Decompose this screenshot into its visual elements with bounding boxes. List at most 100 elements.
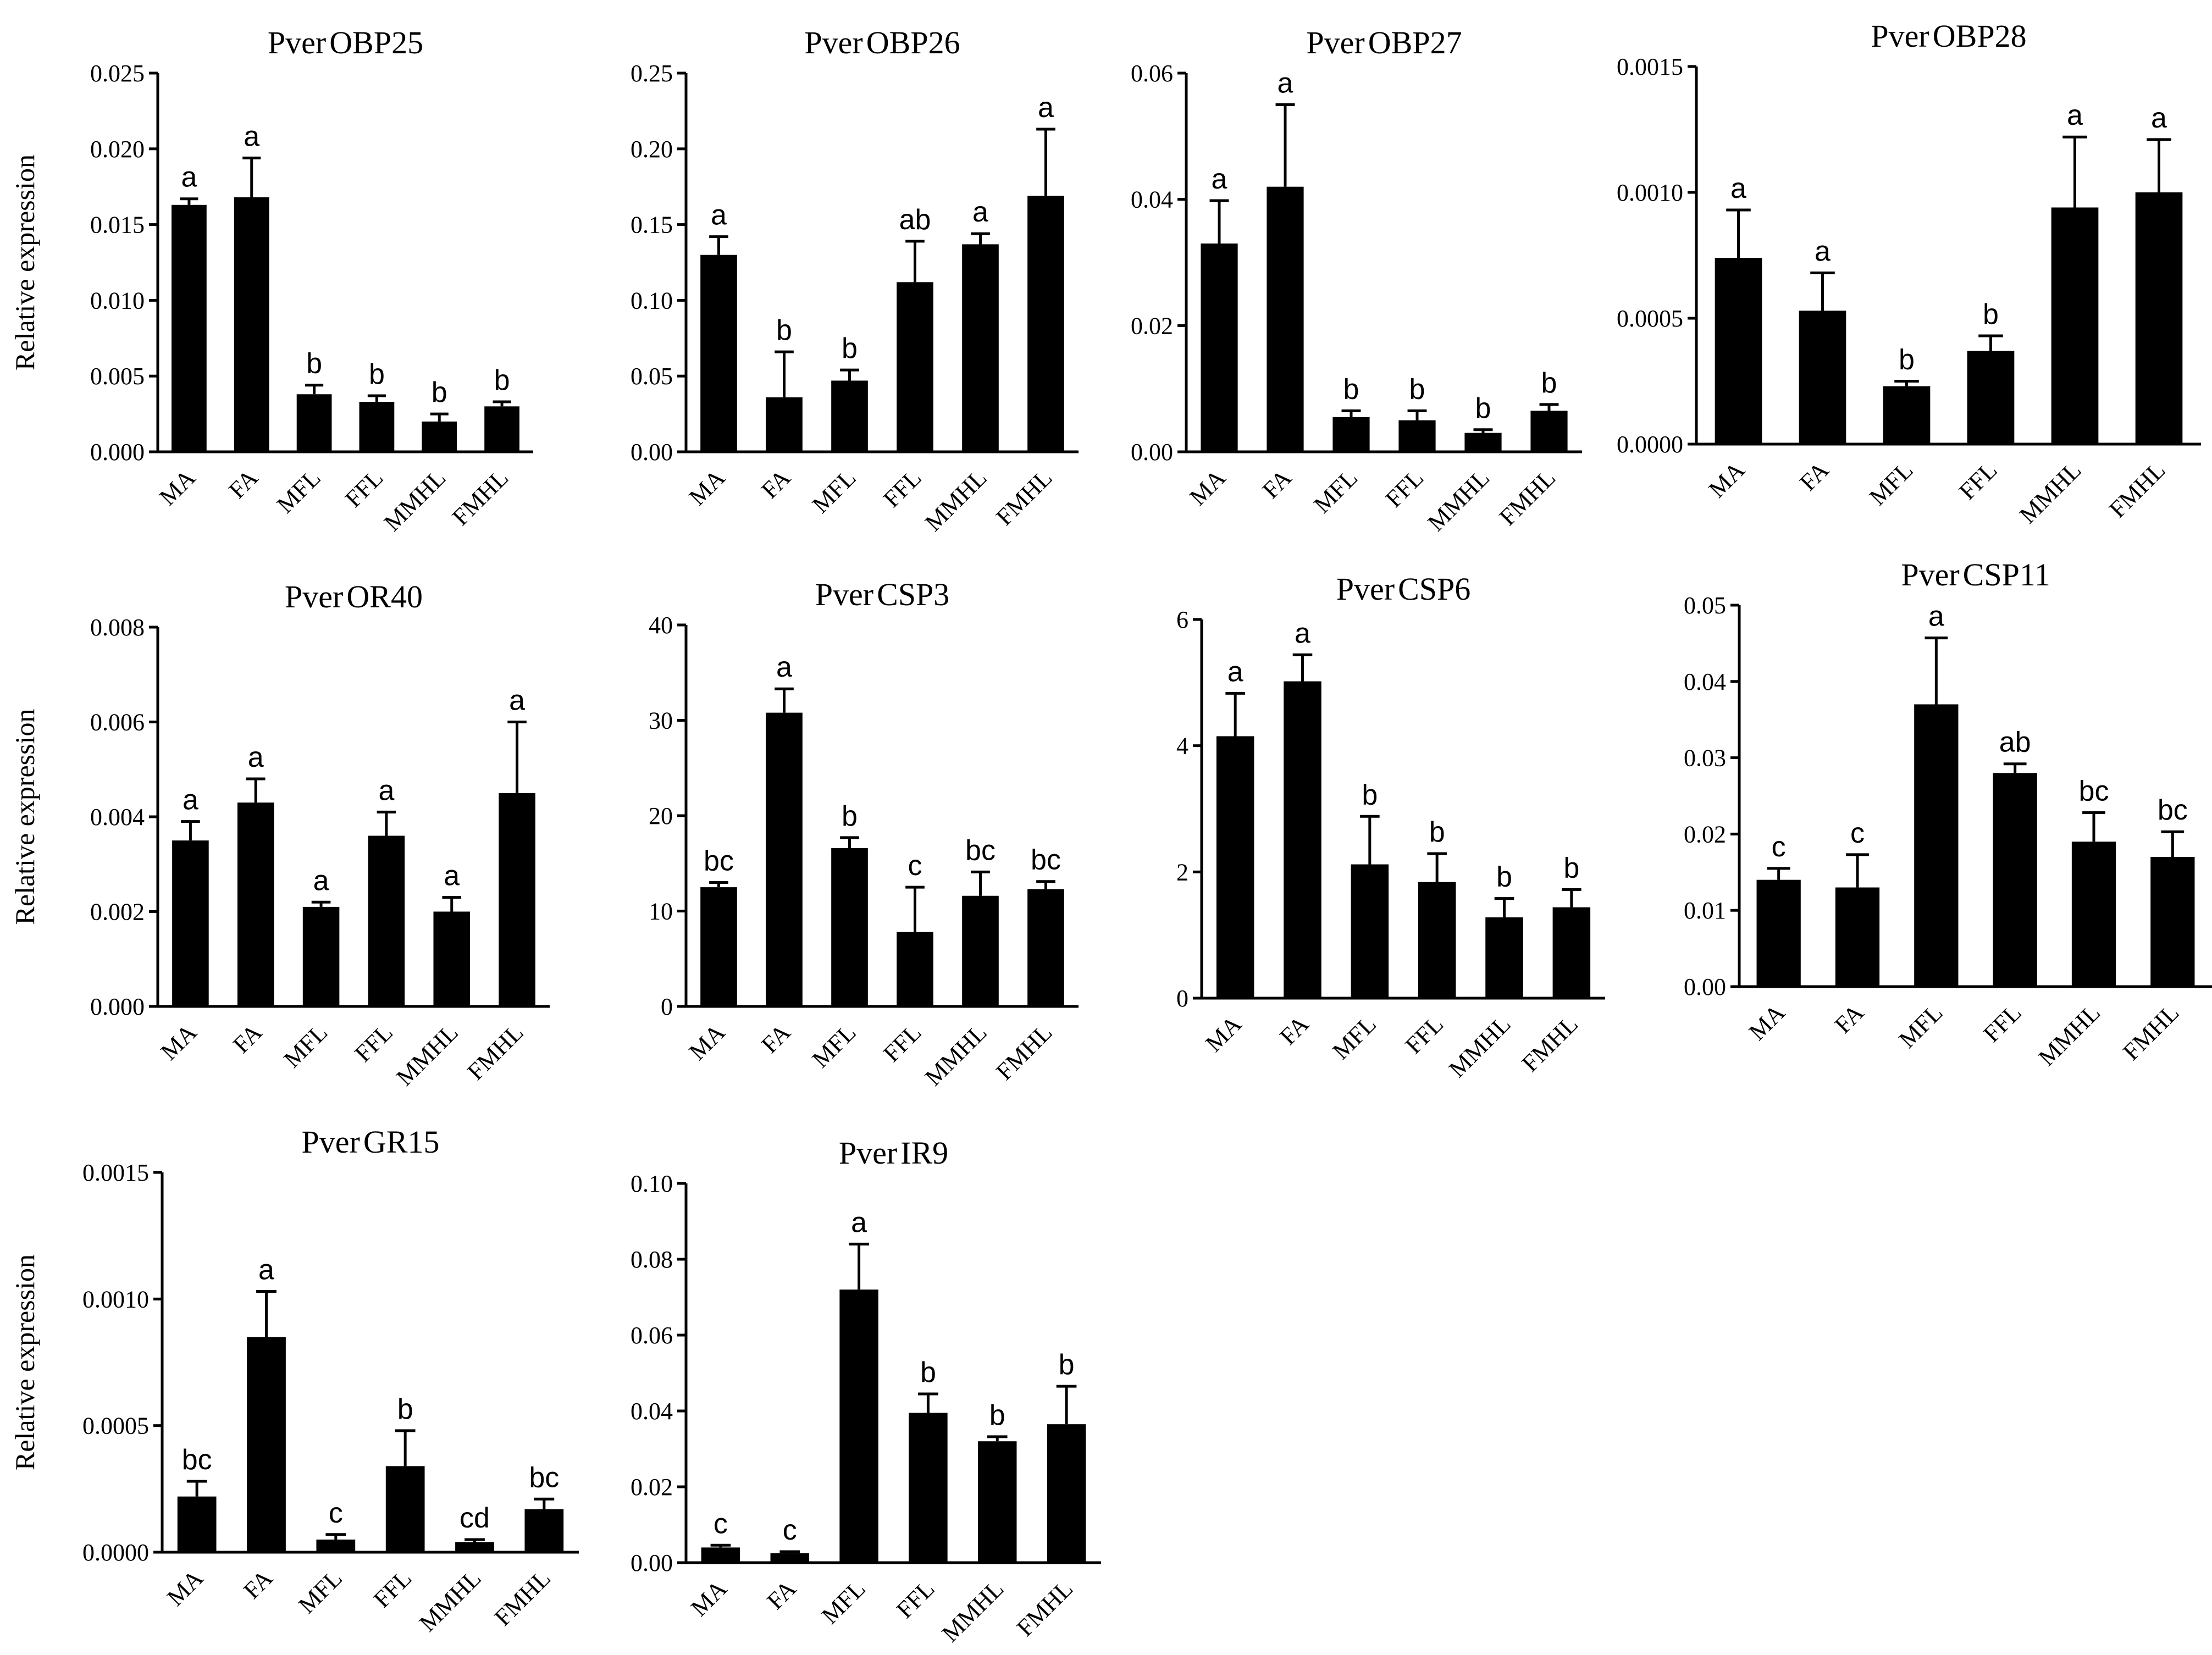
y-tick-label: 0.04 [1684, 668, 1726, 695]
significance-letter: b [1409, 373, 1425, 405]
chart-title: Pver CSP6 [1336, 571, 1471, 607]
bar-mmhl [455, 1542, 494, 1552]
x-category-label: MMHL [920, 1019, 992, 1091]
x-category-label: FMHL [1494, 464, 1561, 530]
chart-title-prefix: Pver [804, 25, 862, 60]
y-tick-label: 6 [1176, 606, 1188, 633]
chart-title-prefix: Pver [285, 579, 343, 615]
x-category-label: FFL [368, 1564, 417, 1613]
y-tick-label: 0.010 [90, 287, 145, 314]
bar-mmhl [1485, 917, 1523, 998]
y-tick-label: 0.06 [631, 1322, 673, 1349]
chart-panel-ir9: Pver IR9 0.00 0.02 0.04 0.06 0.08 0.10 c MA c FA a MF… [631, 1135, 1101, 1647]
x-category-label: FFL [1978, 999, 2026, 1047]
significance-letter: a [1212, 163, 1227, 195]
chart-title: Pver GR15 [302, 1124, 440, 1160]
chart-title-gene: OBP28 [1933, 18, 2027, 54]
y-tick-label: 0.0005 [82, 1413, 149, 1440]
significance-letter: a [258, 1254, 274, 1286]
y-tick-label: 0.020 [90, 136, 145, 163]
x-category-label: FFL [891, 1575, 939, 1623]
significance-letter: a [313, 865, 329, 896]
chart-title-gene: CSP11 [1963, 557, 2050, 593]
bar-mfl [831, 380, 868, 452]
bar-mmhl [962, 895, 999, 1006]
y-tick-label: 0.002 [90, 899, 145, 926]
bar-mmhl [962, 244, 999, 452]
x-category-label: MFL [272, 464, 326, 518]
chart-title: Pver OBP28 [1871, 18, 2026, 54]
bar-mfl [296, 394, 332, 452]
x-category-label: MMHL [391, 1019, 463, 1091]
bar-mfl [302, 906, 340, 1006]
y-axis-label: Relative expression [9, 709, 40, 925]
x-category-label: MMHL [937, 1575, 1009, 1647]
bar-ffl [909, 1413, 948, 1563]
x-category-label: MFL [807, 464, 861, 518]
significance-letter: b [1059, 1349, 1075, 1381]
significance-letter: bc [704, 845, 734, 877]
chart-title-gene: OBP25 [329, 25, 423, 60]
significance-letter: a [181, 162, 197, 193]
significance-letter: b [989, 1399, 1005, 1431]
significance-letter: b [369, 358, 385, 390]
y-tick-label: 0.02 [1131, 312, 1173, 339]
chart-title-prefix: Pver [268, 25, 326, 60]
bar-fa [1267, 186, 1304, 452]
y-tick-label: 0.0015 [82, 1159, 149, 1186]
x-category-label: FMHL [2117, 999, 2184, 1065]
significance-letter: b [920, 1357, 936, 1388]
bar-mfl [831, 848, 868, 1006]
y-tick-label: 2 [1176, 859, 1188, 885]
y-tick-label: 0.04 [1131, 186, 1173, 213]
bar-fa [234, 197, 269, 452]
x-category-label: FFL [1954, 456, 2002, 505]
bar-mmhl [2071, 842, 2116, 987]
bar-mfl [1914, 704, 1959, 987]
significance-letter: c [714, 1508, 728, 1540]
x-category-label: MFL [1894, 999, 1948, 1053]
x-category-label: MA [685, 1575, 732, 1621]
x-category-label: MMHL [414, 1564, 486, 1636]
x-category-label: MFL [1327, 1010, 1381, 1065]
bar-ma [1756, 879, 1801, 987]
significance-letter: a [1295, 617, 1310, 649]
bar-ma [177, 1496, 217, 1552]
y-tick-label: 0.02 [631, 1474, 673, 1501]
chart-title-gene: OBP27 [1368, 25, 1462, 60]
significance-letter: c [1772, 831, 1786, 863]
significance-letter: b [397, 1393, 413, 1425]
bar-mfl [1332, 417, 1370, 452]
y-tick-label: 0.000 [90, 993, 145, 1020]
y-tick-label: 0.10 [631, 287, 673, 314]
chart-title-gene: OR40 [346, 579, 423, 615]
y-tick-label: 0.05 [1684, 592, 1726, 619]
significance-letter: c [1850, 817, 1865, 849]
y-tick-label: 0.008 [90, 614, 145, 641]
bar-mfl [1351, 864, 1389, 998]
bar-mfl [316, 1539, 356, 1552]
bar-fmhl [524, 1509, 564, 1552]
significance-letter: c [329, 1497, 343, 1529]
significance-letter: bc [2158, 794, 2188, 826]
chart-title-prefix: Pver [1306, 25, 1364, 60]
chart-title-prefix: Pver [815, 577, 873, 612]
x-category-label: FA [1794, 456, 1834, 496]
y-tick-label: 0.00 [1131, 439, 1173, 466]
bar-ffl [368, 835, 405, 1006]
x-category-label: MMHL [2033, 999, 2105, 1071]
significance-letter: b [842, 333, 858, 364]
bar-fmhl [1530, 411, 1568, 452]
y-tick-label: 0.04 [631, 1398, 673, 1425]
bar-fmhl [1047, 1424, 1086, 1563]
y-tick-label: 0.0005 [1617, 305, 1683, 332]
x-category-label: MA [156, 1019, 202, 1065]
y-tick-label: 0.006 [90, 709, 145, 736]
chart-title: Pver CSP3 [815, 577, 950, 612]
bar-mfl [1883, 386, 1931, 444]
y-tick-label: 0.0015 [1617, 53, 1683, 80]
y-tick-label: 0.10 [631, 1170, 673, 1197]
bar-ffl [1967, 351, 2015, 444]
significance-letter: a [378, 774, 394, 806]
